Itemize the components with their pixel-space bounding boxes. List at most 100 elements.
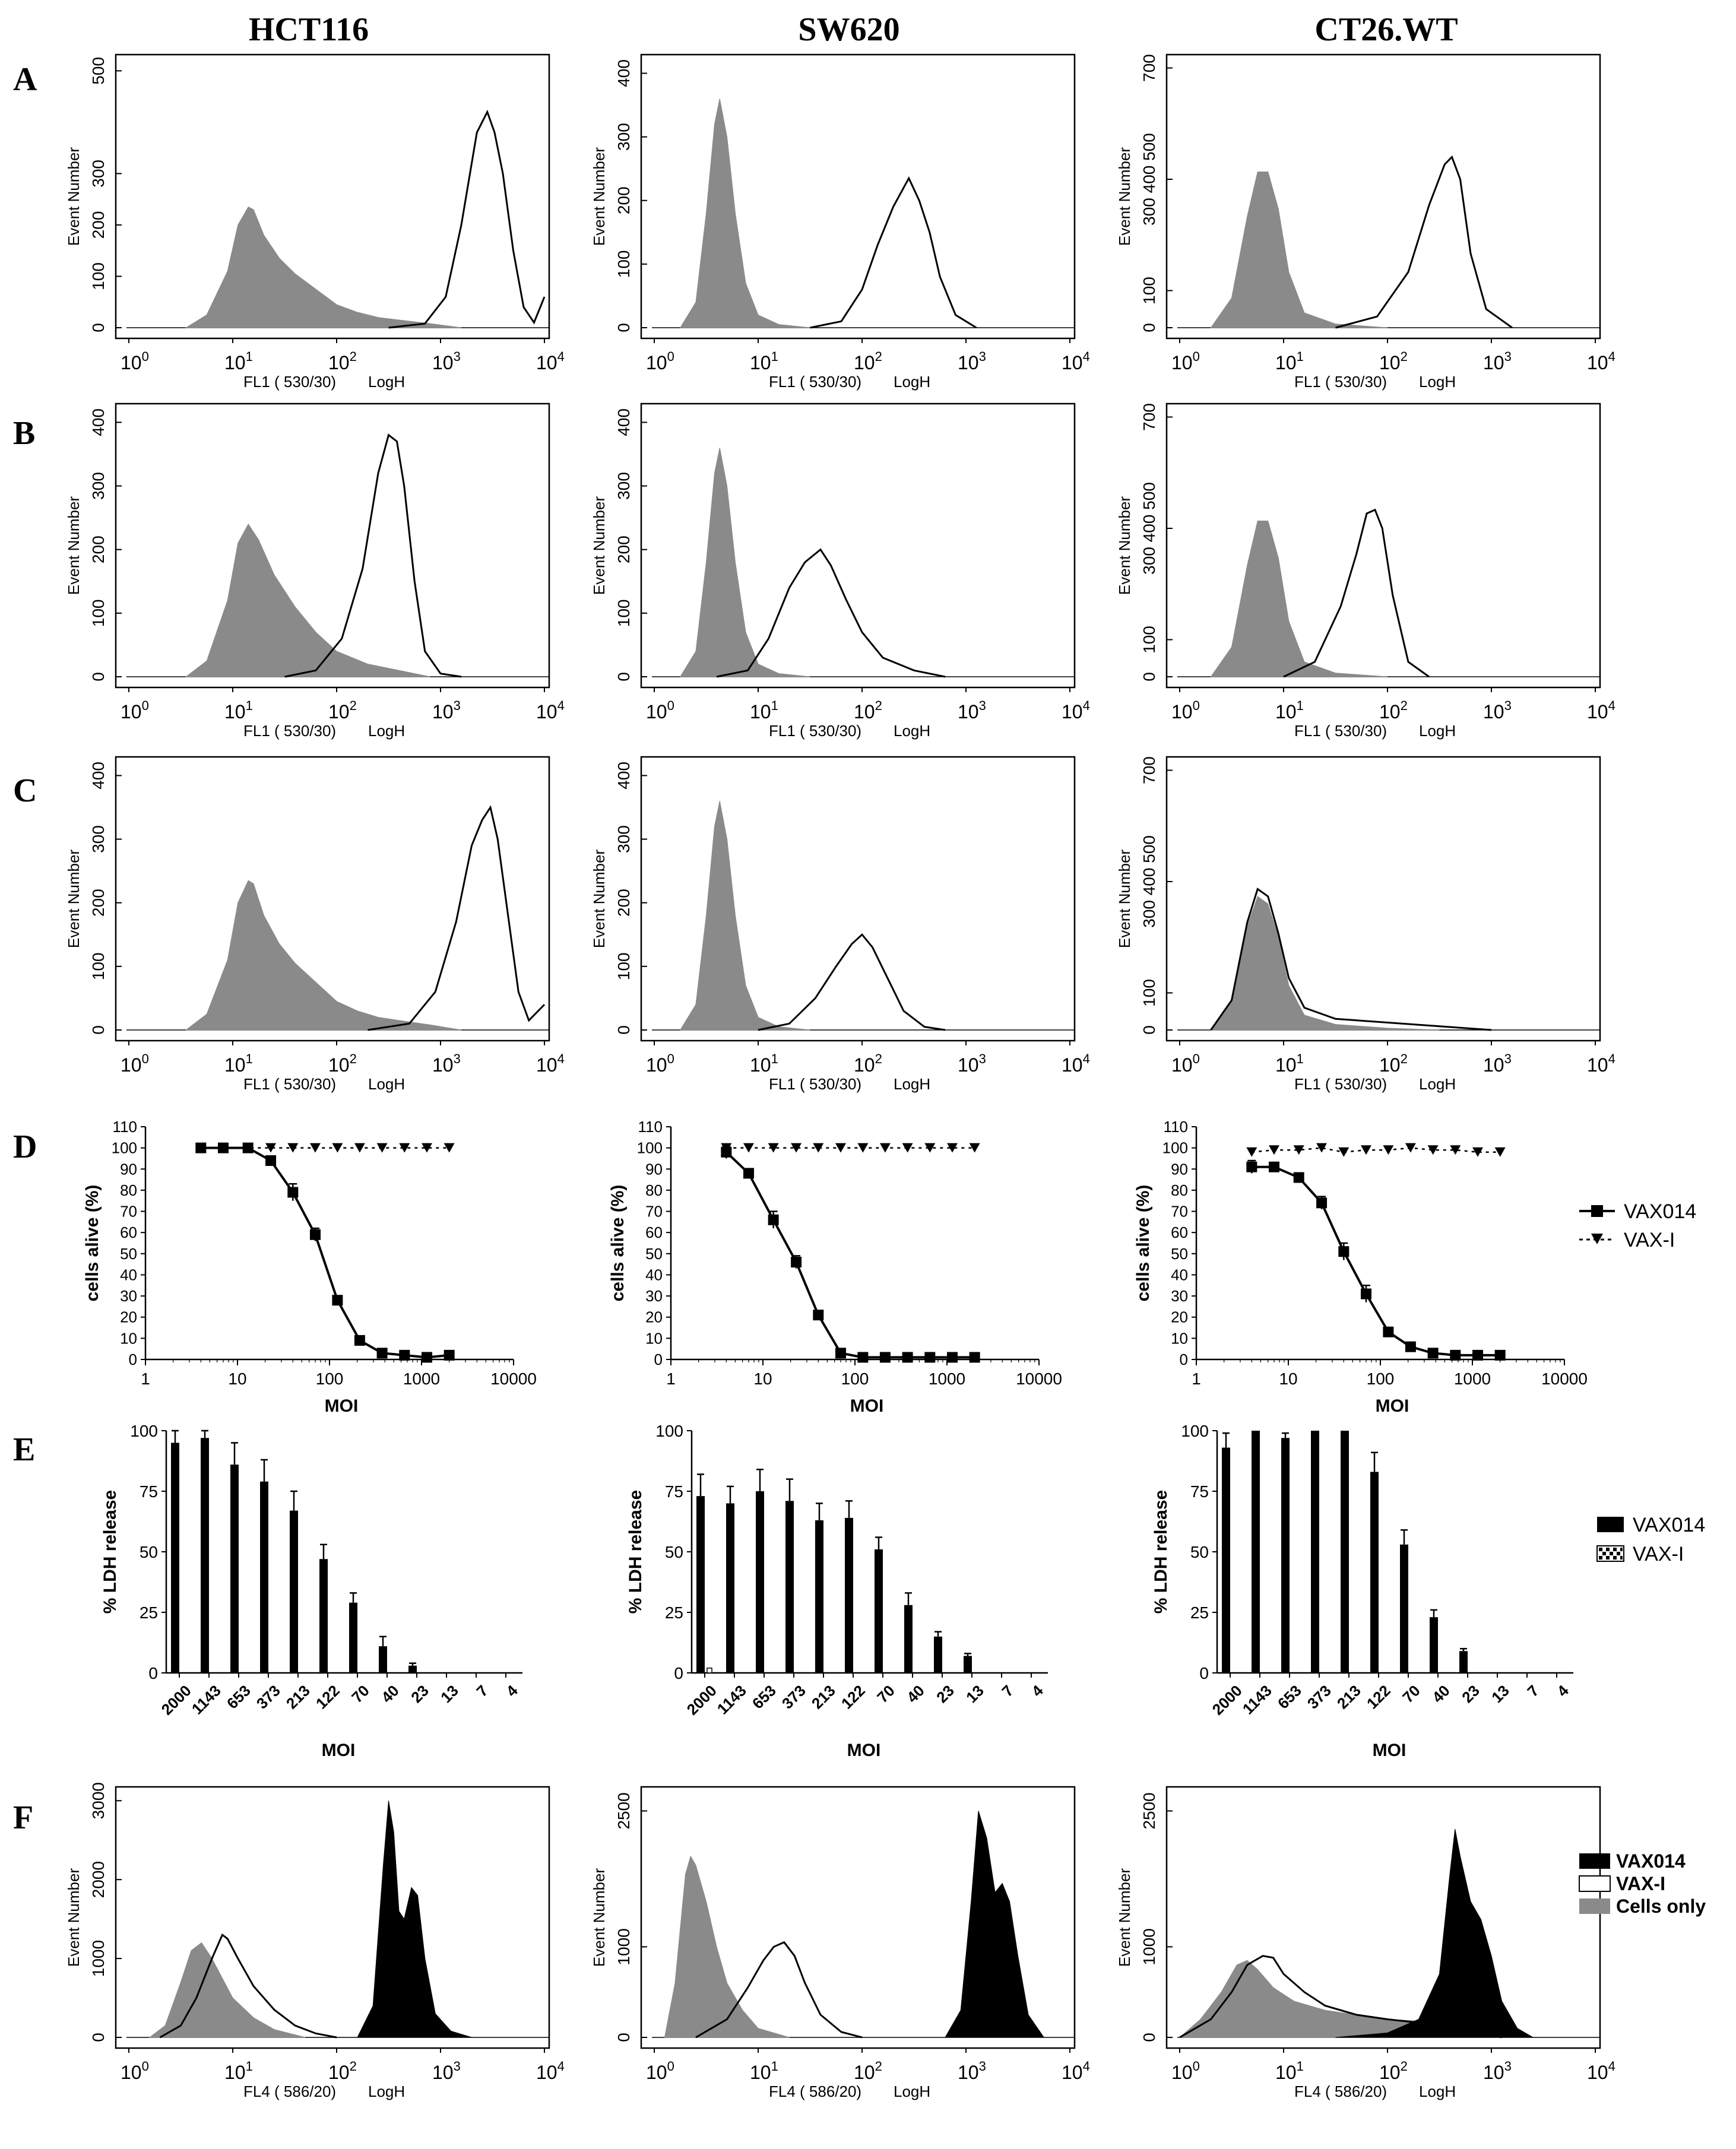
x-tick-exponent: 2: [350, 1051, 357, 1066]
x-tick-label: 102: [1379, 698, 1408, 722]
bar-vax014: [260, 1481, 268, 1673]
bar-vax014: [1370, 1472, 1379, 1673]
histogram-outline: [716, 548, 946, 678]
bar-vax014: [815, 1520, 823, 1673]
y-tick-label: 500: [89, 57, 107, 85]
x-tick-exponent: 0: [1193, 349, 1200, 364]
x-axis-label: FL1 ( 530/30): [243, 1075, 336, 1093]
x-tick-exponent: 2: [875, 349, 882, 364]
y-tick-label: 400: [614, 408, 633, 436]
vax-i-point: [1316, 1143, 1328, 1153]
x-tick-label: 1: [1192, 1370, 1201, 1388]
y-tick-label: 50: [1171, 1245, 1188, 1263]
plot-frame: [1165, 1786, 1601, 2049]
y-tick-label: 10: [645, 1329, 663, 1347]
y-tick-label: 200: [89, 889, 107, 917]
x-tick-label: 2000: [158, 1682, 195, 1719]
x-axis-label: MOI: [1376, 1396, 1409, 1416]
x-tick-label: 102: [328, 2059, 357, 2083]
x-tick-label: 100: [646, 349, 674, 373]
vax014-point: [1338, 1246, 1349, 1257]
vax014-point: [1246, 1161, 1257, 1172]
x-tick-label: 4: [1553, 1681, 1572, 1700]
x-tick-label: 104: [1062, 2059, 1090, 2083]
y-tick-label: 100: [89, 952, 107, 980]
panel-e-sw620: 0 25 50 75 100 % LDH release 20001143653373213…: [626, 1422, 1048, 1760]
x-axis-label-suffix: LogH: [1419, 1075, 1456, 1093]
panel-e-hct116: 0 25 50 75 100 % LDH release 20001143653373213…: [100, 1422, 522, 1760]
x-tick-label: 373: [778, 1682, 809, 1713]
y-tick-label: 100: [614, 250, 633, 278]
x-tick-label: 104: [1062, 349, 1090, 373]
y-tick-label: 0: [89, 1025, 107, 1035]
y-tick-label: 70: [120, 1203, 137, 1221]
x-tick-exponent: 1: [1297, 698, 1304, 713]
y-tick-label: 700: [1140, 54, 1158, 82]
row-letter-b: B: [13, 415, 35, 452]
x-axis-label: FL1 ( 530/30): [769, 373, 861, 391]
y-tick-label: 400: [614, 59, 633, 87]
x-tick-exponent: 3: [979, 349, 986, 364]
y-axis-label: Event Number: [1116, 496, 1133, 595]
x-tick-exponent: 4: [557, 2059, 565, 2074]
x-tick-label: 4: [502, 1681, 521, 1700]
y-tick-label: 0: [674, 1664, 683, 1682]
x-tick-label: 122: [1363, 1682, 1394, 1713]
y-axis-label: Event Number: [1116, 147, 1133, 246]
y-tick-label: 90: [645, 1160, 663, 1178]
y-tick-label: 200: [614, 535, 633, 563]
x-tick-label: 102: [328, 349, 357, 373]
y-tick-label: 80: [645, 1181, 663, 1199]
x-tick-label: 40: [1428, 1682, 1453, 1707]
x-tick-label: 70: [348, 1682, 373, 1707]
legend-d-label-vaxi: VAX-I: [1624, 1229, 1675, 1251]
y-tick-label: 1000: [1140, 1928, 1158, 1965]
vax014-point: [1450, 1349, 1461, 1361]
x-axis-label: MOI: [847, 1741, 881, 1760]
vax-i-point: [1383, 1145, 1394, 1155]
y-axis-label: cells alive (%): [1133, 1185, 1153, 1302]
vax-i-point: [242, 1143, 254, 1153]
vax-i-point: [902, 1143, 913, 1153]
y-tick-label: 200: [614, 889, 633, 917]
histogram-cells-only: [664, 1855, 790, 2038]
y-tick-label: 50: [140, 1543, 158, 1561]
x-tick-exponent: 1: [246, 2059, 253, 2074]
plot-frame: [640, 756, 1076, 1042]
x-tick-label: 101: [224, 1051, 253, 1076]
bar-vax014: [201, 1438, 209, 1673]
x-tick-exponent: 2: [1401, 1051, 1408, 1066]
plot-frame: [115, 402, 550, 689]
x-axis-label-suffix: LogH: [894, 2083, 930, 2100]
y-tick-label: 80: [1171, 1181, 1188, 1199]
x-tick-label: 373: [1304, 1682, 1335, 1713]
bar-vax014: [1400, 1544, 1408, 1673]
x-tick-label: 103: [1483, 349, 1512, 373]
vax-i-point: [1246, 1147, 1257, 1157]
x-tick-exponent: 4: [1608, 698, 1615, 713]
x-axis-label: FL1 ( 530/30): [243, 373, 336, 391]
x-tick-exponent: 2: [350, 349, 357, 364]
x-tick-label: 100: [121, 2059, 149, 2083]
x-tick-label: 7: [1523, 1682, 1542, 1700]
vax014-point: [743, 1168, 754, 1179]
legend-row-f: VAX014 VAX-I Cells only: [1579, 1850, 1706, 1917]
x-tick-exponent: 1: [1297, 349, 1304, 364]
histogram-filled: [185, 206, 462, 328]
bar-vax014: [379, 1646, 387, 1673]
y-tick-label: 400: [614, 762, 633, 790]
x-tick-label: 104: [536, 349, 565, 373]
histogram-cells-only: [148, 1942, 306, 2038]
x-tick-exponent: 2: [875, 1051, 882, 1066]
x-tick-exponent: 2: [350, 698, 357, 713]
bar-vax-i: [707, 1668, 712, 1673]
histogram-vax014: [945, 1811, 1045, 2038]
y-tick-label: 0: [129, 1351, 137, 1368]
y-tick-label: 0: [614, 2033, 633, 2042]
vax014-point: [443, 1349, 455, 1361]
y-tick-label: 70: [1171, 1203, 1188, 1221]
